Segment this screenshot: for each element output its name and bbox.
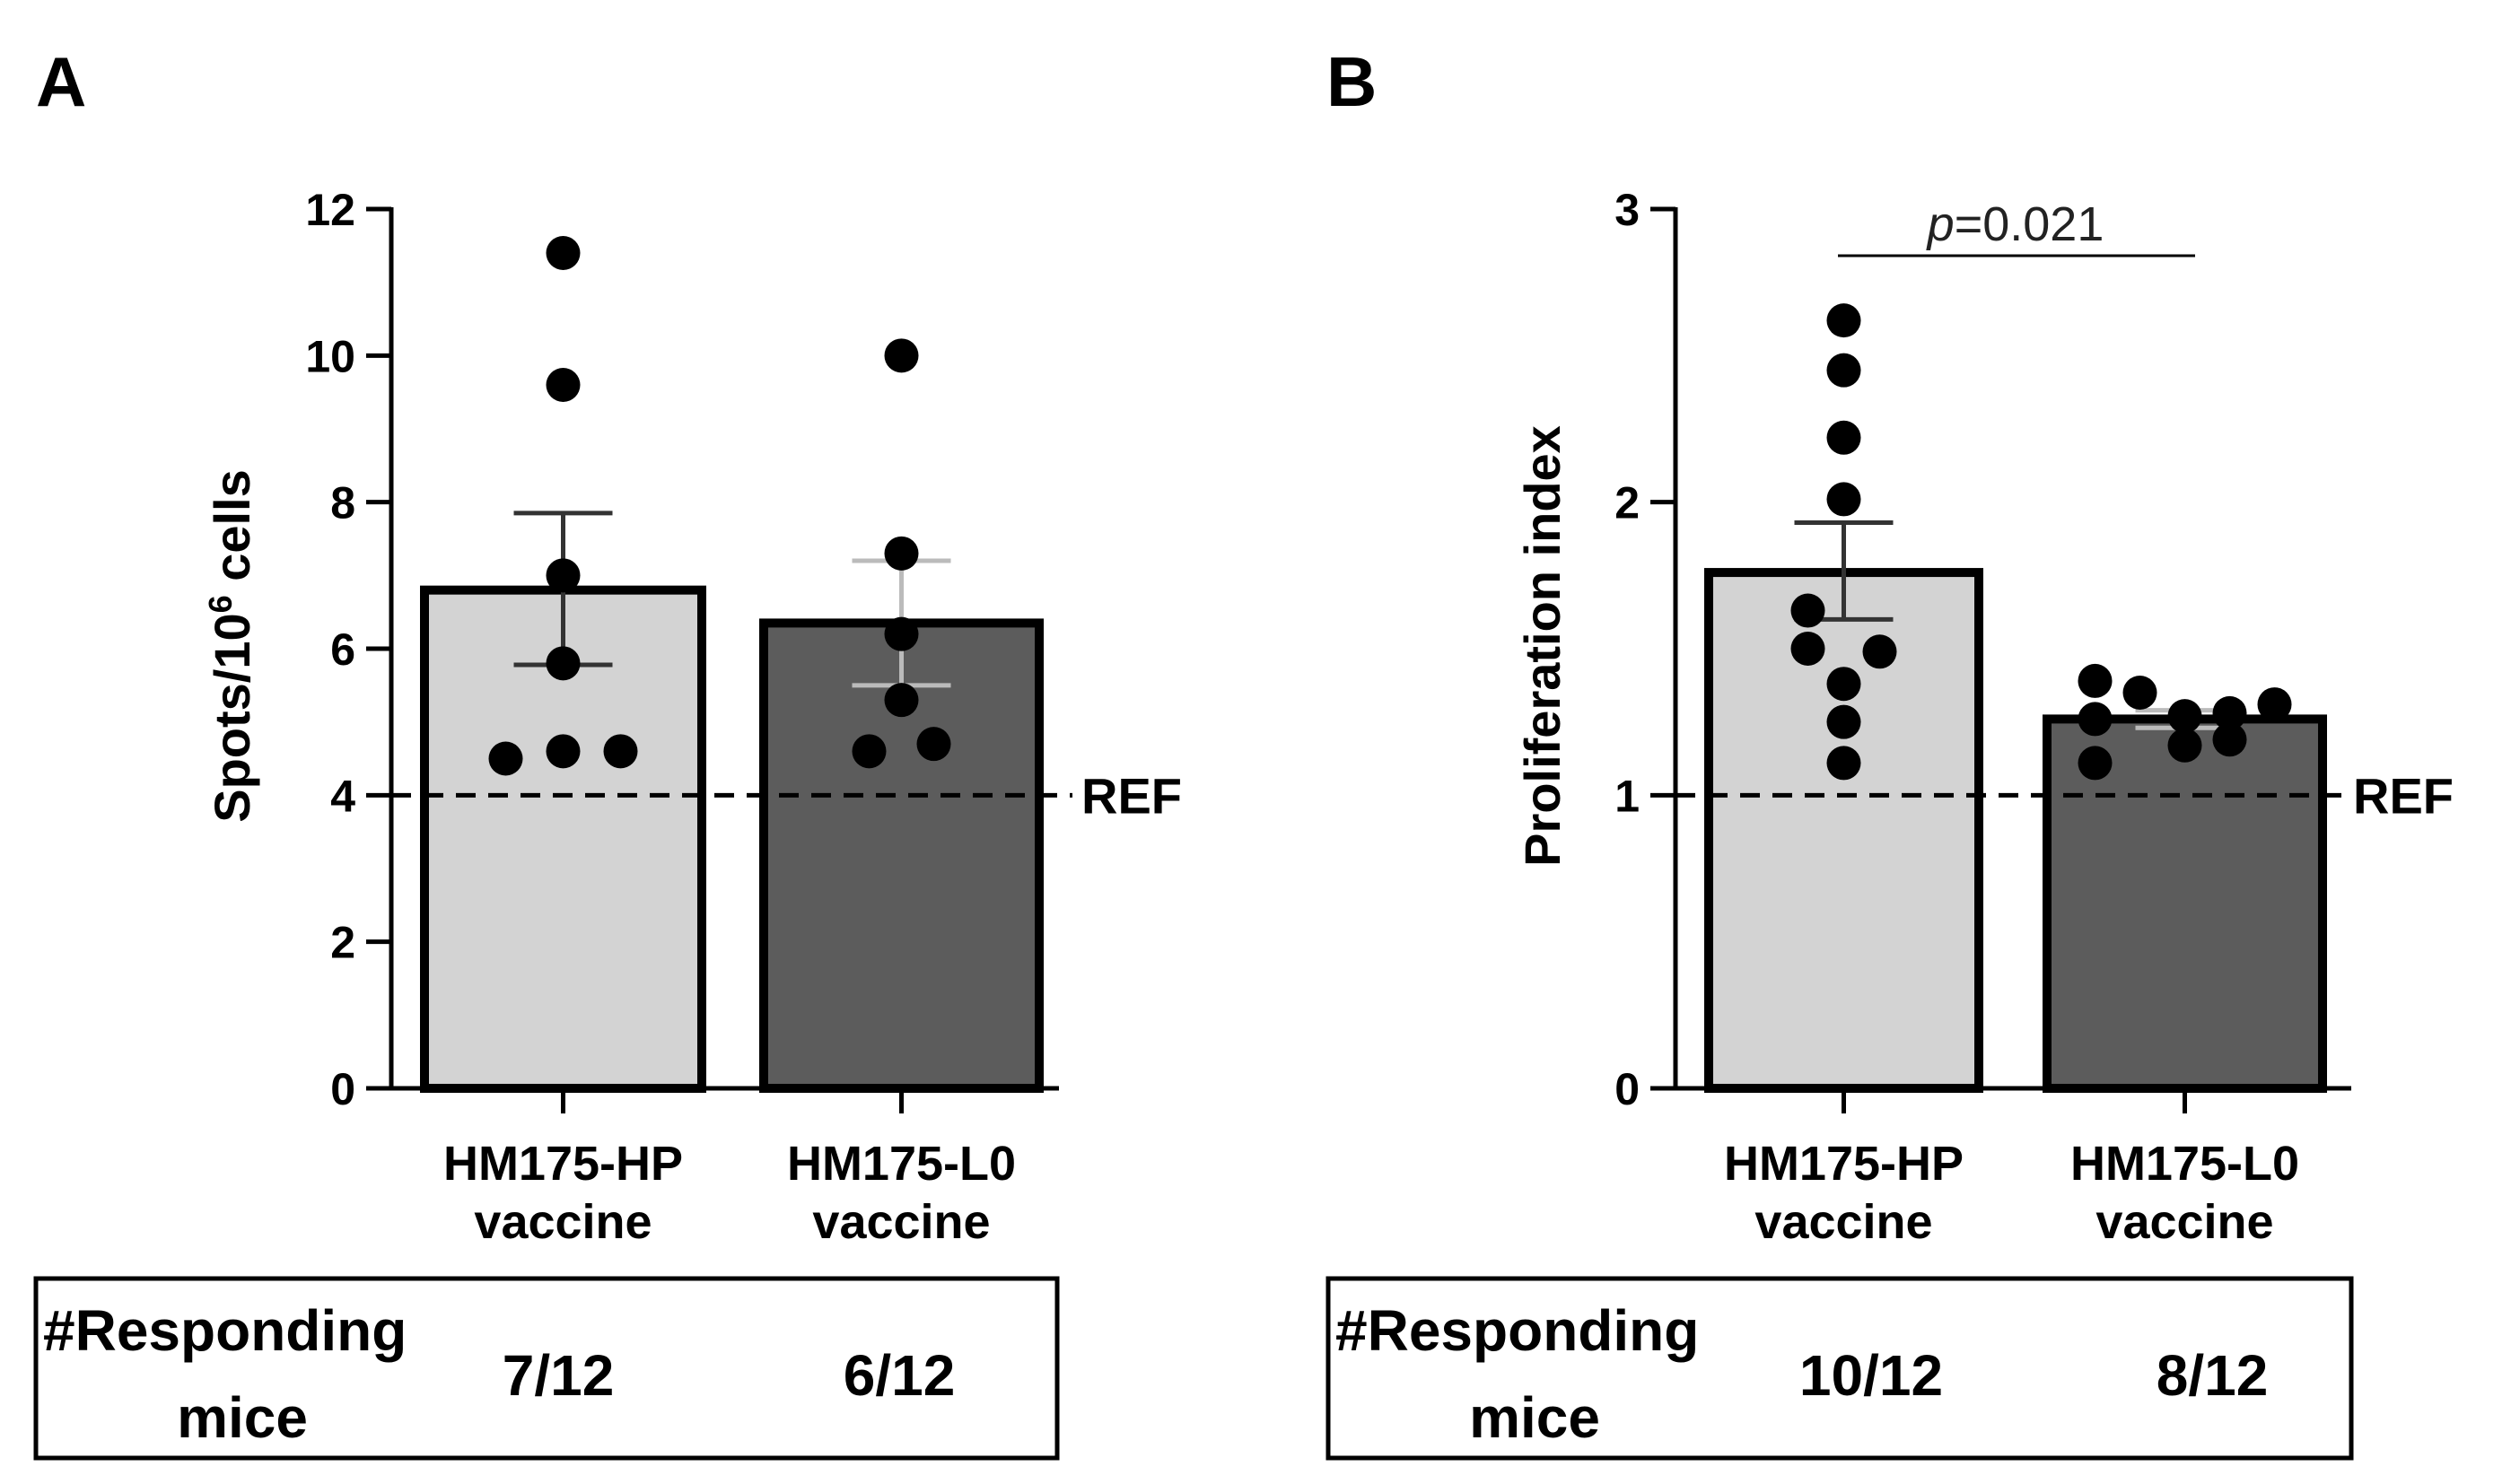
y-tick-label: 6 xyxy=(330,624,355,675)
data-point xyxy=(884,683,919,718)
panel-b-points xyxy=(1790,303,2292,781)
data-point xyxy=(546,558,581,593)
data-point xyxy=(1826,303,1861,338)
data-point xyxy=(2122,676,2157,710)
panel-b-y-axis-label: Proliferation index xyxy=(1514,425,1570,867)
y-tick-label: 8 xyxy=(330,478,355,528)
category-label-line2: vaccine xyxy=(2095,1195,2273,1249)
data-point xyxy=(546,368,581,402)
category-label-line1: HM175-L0 xyxy=(2070,1137,2299,1191)
panel-a-axes xyxy=(389,207,1059,1091)
data-point xyxy=(2212,695,2247,730)
panel-b-significance: p=0.021 xyxy=(1838,197,2195,258)
panel-a-table-value-hp: 7/12 xyxy=(503,1343,615,1408)
data-point xyxy=(1826,420,1861,455)
panel-a-table-label-line1: #Responding xyxy=(43,1298,407,1363)
data-point xyxy=(1826,353,1861,388)
panel-b-table-value-l0: 8/12 xyxy=(2157,1343,2269,1408)
data-point xyxy=(2078,663,2113,698)
data-point xyxy=(1826,746,1861,781)
panel-b-responding-table: #Responding mice 10/12 8/12 xyxy=(1325,1276,2354,1461)
y-tick-label: 1 xyxy=(1614,771,1640,821)
panel-a-responding-table: #Responding mice 7/12 6/12 xyxy=(33,1276,1060,1461)
category-label-line1: HM175-HP xyxy=(443,1137,683,1191)
panel-b-table-border xyxy=(1325,1276,2354,1461)
data-point xyxy=(603,734,638,769)
y-tick-label: 0 xyxy=(330,1064,355,1114)
data-point xyxy=(1826,704,1861,739)
data-point xyxy=(2212,722,2247,757)
category-label-line1: HM175-HP xyxy=(1724,1137,1964,1191)
reference-label: REF xyxy=(1081,767,1182,824)
panel-b-reference: REF xyxy=(1675,767,2454,824)
y-tick-label: 3 xyxy=(1614,185,1640,235)
panel-a-table-label-line2: mice xyxy=(177,1385,308,1450)
data-point xyxy=(884,616,919,651)
panel-b-label: B xyxy=(1326,42,1377,121)
data-point xyxy=(884,536,919,571)
y-tick-label: 4 xyxy=(330,771,355,821)
data-point xyxy=(546,734,581,769)
panel-a-points xyxy=(488,236,951,776)
panel-a: A Spots/106 cells 0 2 4 6 8 10 12 REF HM175-HP… xyxy=(33,42,1182,1461)
data-point xyxy=(1790,593,1825,628)
data-point xyxy=(852,734,887,769)
category-label-line1: HM175-L0 xyxy=(787,1137,1016,1191)
panel-b-axes xyxy=(1673,207,2351,1091)
panel-a-table-border xyxy=(33,1276,1060,1461)
panel-a-y-ticks: 0 2 4 6 8 10 12 xyxy=(305,185,391,1114)
category-label-line2: vaccine xyxy=(474,1195,652,1249)
panel-b-table-value-hp: 10/12 xyxy=(1799,1343,1943,1408)
data-point xyxy=(884,338,919,373)
panel-b-table-label-line1: #Responding xyxy=(1335,1298,1699,1363)
bar xyxy=(1704,568,1983,1093)
data-point xyxy=(2167,728,2202,763)
panel-b-bars xyxy=(1704,568,2327,1094)
panel-b-table-label-line2: mice xyxy=(1469,1385,1600,1450)
data-point xyxy=(488,741,523,776)
data-point xyxy=(1826,482,1861,517)
data-point xyxy=(2167,699,2202,734)
panel-a-label: A xyxy=(36,42,86,121)
data-point xyxy=(1826,667,1861,702)
y-tick-label: 2 xyxy=(1614,478,1640,528)
panel-a-reference: REF xyxy=(391,767,1182,824)
category-label-line2: vaccine xyxy=(812,1195,990,1249)
data-point xyxy=(2078,746,2113,781)
data-point xyxy=(2078,702,2113,737)
data-point xyxy=(2257,687,2292,722)
data-point xyxy=(546,236,581,270)
y-tick-label: 10 xyxy=(305,331,355,381)
panel-a-y-axis-label: Spots/106 cells xyxy=(202,469,261,823)
y-tick-label: 0 xyxy=(1614,1064,1640,1114)
panel-a-table-value-l0: 6/12 xyxy=(844,1343,956,1408)
reference-label: REF xyxy=(2353,767,2454,824)
panel-b-y-ticks: 0 1 2 3 xyxy=(1614,185,1675,1114)
y-tick-label: 2 xyxy=(330,918,355,968)
y-tick-label: 12 xyxy=(305,185,355,235)
data-point xyxy=(1790,632,1825,666)
data-point xyxy=(916,727,951,762)
p-value-label: p=0.021 xyxy=(1926,197,2104,251)
data-point xyxy=(546,646,581,681)
data-point xyxy=(1862,634,1897,669)
category-label-line2: vaccine xyxy=(1754,1195,1932,1249)
